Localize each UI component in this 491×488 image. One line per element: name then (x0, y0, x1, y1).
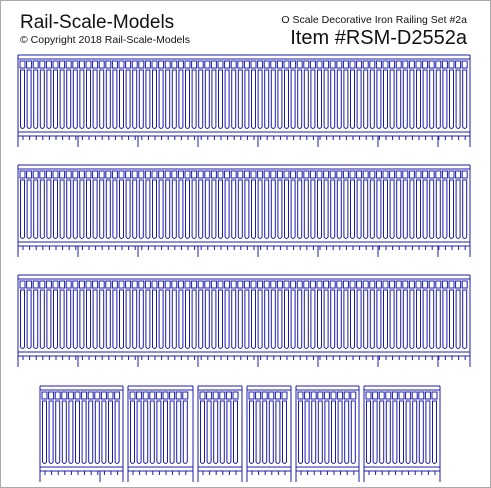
copyright: © Copyright 2018 Rail-Scale-Models (20, 34, 190, 46)
railing (17, 54, 471, 147)
railing (39, 385, 124, 482)
railing (17, 274, 471, 367)
railings (17, 54, 471, 482)
railing (363, 385, 441, 482)
railing (295, 385, 360, 482)
railing (17, 164, 471, 257)
railing (246, 385, 292, 482)
railing (127, 385, 194, 482)
brand: Rail-Scale-Models (20, 12, 174, 33)
railing (197, 385, 243, 482)
product-name: O Scale Decorative Iron Railing Set #2a (281, 14, 467, 26)
item-number: Item #RSM-D2552a (290, 27, 468, 49)
